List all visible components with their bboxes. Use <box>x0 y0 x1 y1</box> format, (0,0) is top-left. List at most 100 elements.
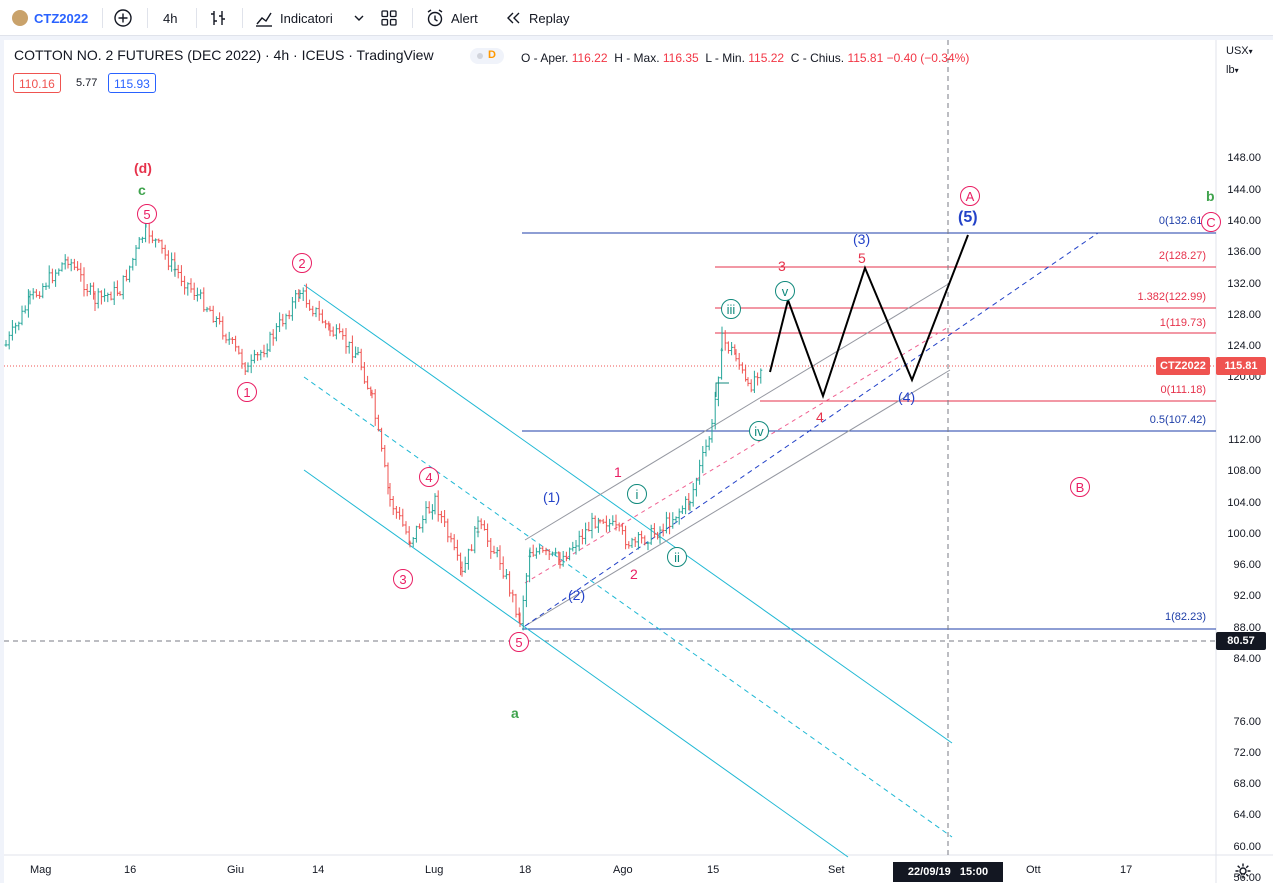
wave-label-r2[interactable]: 2 <box>630 566 638 582</box>
price-bar <box>362 361 366 384</box>
wave-label-r1[interactable]: 1 <box>614 464 622 480</box>
compare-button[interactable] <box>113 0 133 36</box>
price-tick-label: 124.00 <box>1227 340 1261 353</box>
alert-button[interactable]: Alert <box>425 0 478 36</box>
layout-button[interactable] <box>380 0 398 36</box>
price-bar <box>707 436 711 451</box>
price-bar <box>163 244 167 260</box>
wave-label-c[interactable]: c <box>138 182 146 198</box>
wave-label-p1[interactable]: 1 <box>237 382 257 402</box>
price-bar <box>524 572 528 608</box>
interval-label: 4h <box>163 10 178 26</box>
price-bar <box>580 529 584 545</box>
symbol-search[interactable]: CTZ2022 <box>12 0 88 36</box>
price-bar <box>427 501 431 514</box>
wave-label-ii[interactable]: ii <box>667 547 687 567</box>
price-bar <box>746 377 750 387</box>
price-bar <box>227 331 231 345</box>
wave-label-p4[interactable]: 4 <box>419 467 439 487</box>
price-bar <box>501 556 505 579</box>
price-bar <box>443 510 447 528</box>
rewind-icon <box>507 12 520 24</box>
symbol-logo-icon <box>12 10 28 26</box>
currency-selector[interactable]: USX▾ <box>1226 45 1253 57</box>
bid-price-button[interactable]: 110.16 <box>13 73 61 93</box>
price-bar <box>636 532 640 550</box>
price-bar <box>57 268 61 276</box>
price-bar <box>331 326 335 337</box>
up-channel-mid-pink <box>524 325 951 584</box>
crosshair-time-tag: 22/09/19 15:00 <box>893 862 1003 882</box>
price-chart[interactable] <box>0 36 1273 883</box>
low-value: 115.22 <box>748 51 785 65</box>
wave-label-b[interactable]: b <box>1206 188 1215 204</box>
price-bar <box>112 281 116 306</box>
price-bar <box>274 323 278 342</box>
wave-label-p2[interactable]: 2 <box>292 253 312 273</box>
price-bar <box>328 323 332 337</box>
wave-label-r4[interactable]: 4 <box>816 409 824 425</box>
wave-label-w1[interactable]: (1) <box>543 489 561 505</box>
unit-selector[interactable]: lb▾ <box>1226 64 1239 76</box>
wave-label-a[interactable]: a <box>511 705 519 721</box>
price-bar <box>124 269 128 282</box>
wave-label-p5[interactable]: 5 <box>509 632 529 652</box>
wave-label-p3[interactable]: 3 <box>393 569 413 589</box>
ask-price-button[interactable]: 115.93 <box>108 73 156 93</box>
price-tick-label: 56.00 <box>1233 871 1261 884</box>
price-bar <box>189 278 193 293</box>
replay-button[interactable]: Replay <box>505 0 569 36</box>
price-bar <box>664 511 668 534</box>
wave-label-r5[interactable]: 5 <box>858 250 866 266</box>
price-bar <box>608 518 612 532</box>
wave-label-v[interactable]: v <box>775 281 795 301</box>
wave-label-w3[interactable]: (3) <box>853 231 871 247</box>
chart-settings-button[interactable] <box>1234 862 1252 885</box>
down-channel-mid <box>303 376 953 838</box>
price-bar <box>584 522 588 545</box>
wave-label-B[interactable]: B <box>1070 477 1090 497</box>
wave-label-iii[interactable]: iii <box>721 299 741 319</box>
price-bar <box>221 316 225 340</box>
price-bar <box>388 483 392 507</box>
price-bar <box>311 305 315 317</box>
price-bar <box>230 337 234 344</box>
price-bar <box>170 252 174 272</box>
wave-label-iv[interactable]: iv <box>749 421 769 441</box>
crosshair-date: 22/09/19 <box>907 866 951 878</box>
price-bar <box>479 518 483 530</box>
wave-label-i[interactable]: i <box>627 484 647 504</box>
wave-label-p5top[interactable]: 5 <box>137 204 157 224</box>
wave-label-A[interactable]: A <box>960 186 980 206</box>
indicators-dropdown[interactable] <box>353 0 365 36</box>
price-bar <box>436 490 440 522</box>
price-bar <box>88 282 92 295</box>
interval-button[interactable]: 4h <box>163 0 177 36</box>
price-bar <box>574 540 578 555</box>
price-bar <box>674 516 678 524</box>
price-bar <box>20 305 24 326</box>
wave-label-w5[interactable]: (5) <box>958 209 978 226</box>
time-tick-label: Ago <box>613 864 633 876</box>
chart-legend-title[interactable]: COTTON NO. 2 FUTURES (DEC 2022) · 4h · I… <box>14 47 434 63</box>
wave-label-C[interactable]: C <box>1201 212 1221 232</box>
wave-label-d[interactable]: (d) <box>134 160 152 176</box>
price-bar <box>394 506 398 519</box>
price-bar <box>47 265 51 289</box>
up-channel-lower <box>524 369 951 627</box>
price-bar <box>544 547 548 556</box>
indicators-button[interactable]: Indicatori <box>254 0 333 36</box>
price-bar <box>620 522 624 535</box>
price-bar <box>93 290 97 312</box>
time-tick-label: 15 <box>707 864 720 876</box>
price-bar <box>137 236 141 250</box>
price-bar <box>476 516 480 538</box>
wave-label-w4[interactable]: (4) <box>898 389 916 405</box>
price-bar <box>376 414 380 432</box>
bracket-mark <box>715 382 729 397</box>
wave-label-r3[interactable]: 3 <box>778 258 786 274</box>
price-bar <box>547 548 551 560</box>
wave-label-w2[interactable]: (2) <box>568 587 586 603</box>
chart-type-button[interactable] <box>208 0 228 36</box>
price-bar <box>183 275 187 295</box>
